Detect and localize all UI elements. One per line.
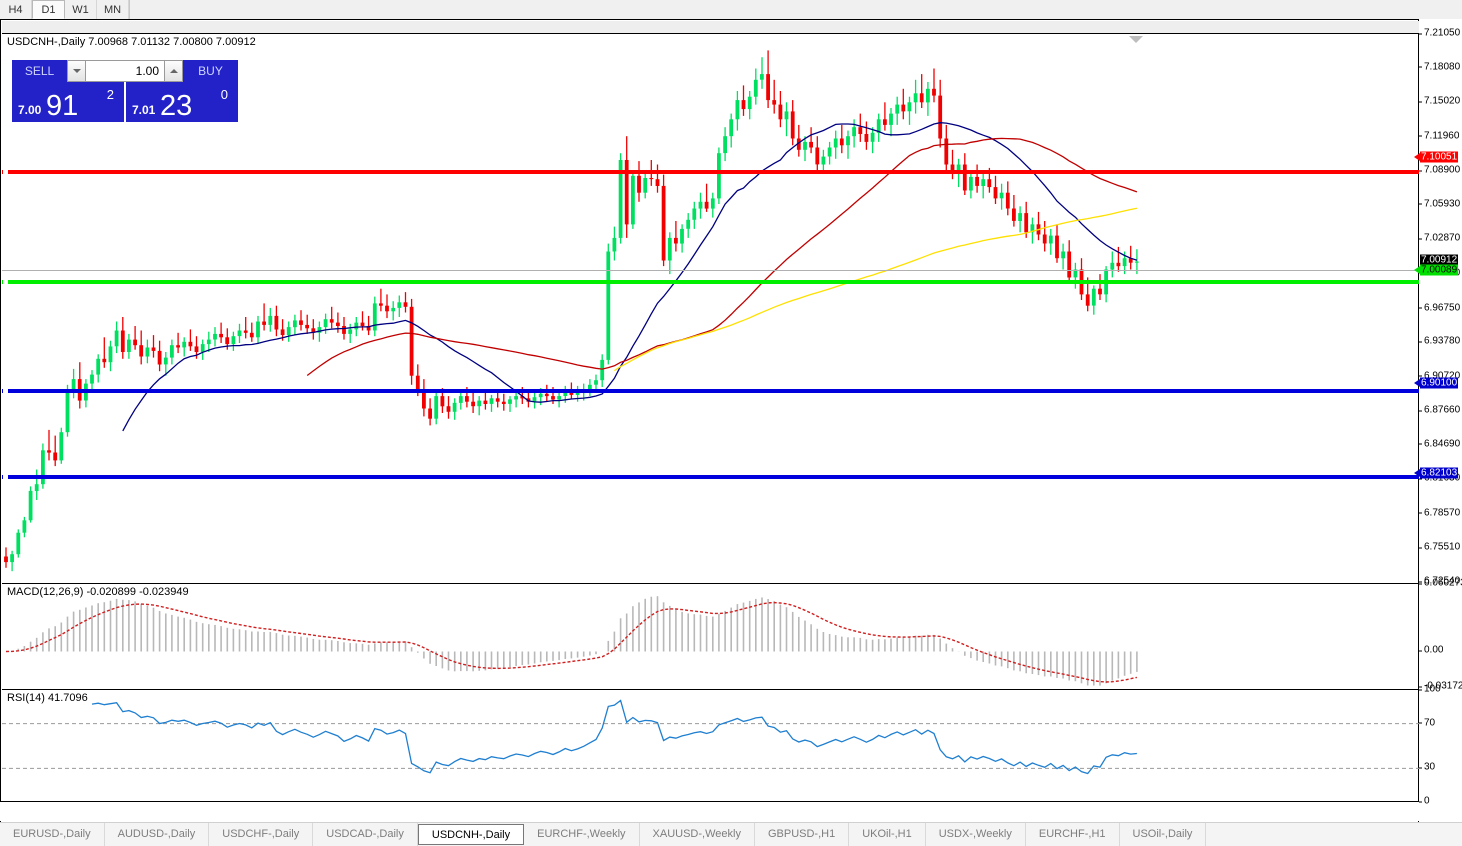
price-tick: 7.02870 xyxy=(1418,232,1461,244)
price-pane[interactable]: USDCNH-,Daily 7.00968 7.01132 7.00800 7.… xyxy=(2,34,1419,582)
price-tick: 7.18080 xyxy=(1418,61,1461,73)
bid-price-main: 91 xyxy=(46,90,79,122)
rsi-pane[interactable]: RSI(14) 41.7096 xyxy=(2,689,1419,802)
rsi-label: RSI(14) 41.7096 xyxy=(7,692,88,704)
bid-price-display[interactable]: 7.00 91 2 xyxy=(12,82,124,122)
price-level-arrow-icon xyxy=(1414,265,1420,274)
symbol-tab-eurusd--daily[interactable]: EURUSD-,Daily xyxy=(0,823,105,846)
price-level-label-7-00089[interactable]: 7.00089 xyxy=(1420,264,1459,276)
ask-price-main: 23 xyxy=(160,90,193,122)
macd-plot xyxy=(5,596,1138,686)
price-tick: 6.87660 xyxy=(1418,404,1461,416)
timeframe-tab-mn[interactable]: MN xyxy=(97,0,129,19)
symbol-tab-xauusd--weekly[interactable]: XAUUSD-,Weekly xyxy=(640,823,755,846)
symbol-tab-usdcad--daily[interactable]: USDCAD-,Daily xyxy=(313,823,418,846)
price-level-arrow-icon xyxy=(1414,153,1420,162)
volume-increase-button[interactable] xyxy=(164,60,183,82)
timeframe-toolbar: H4 D1 W1 MN xyxy=(0,0,1462,20)
symbol-tab-usdcnh--daily[interactable]: USDCNH-,Daily xyxy=(417,824,525,845)
price-tick: 6.84690 xyxy=(1418,438,1461,450)
chart-scroll-strip[interactable] xyxy=(2,21,1419,34)
chevron-up-icon xyxy=(169,69,178,73)
symbol-tab-ukoil--h1[interactable]: UKOil-,H1 xyxy=(849,823,926,846)
price-tick: 7.15020 xyxy=(1418,95,1461,107)
rsi-tick: 30 xyxy=(1418,761,1436,773)
chart-title: USDCNH-,Daily 7.00968 7.01132 7.00800 7.… xyxy=(7,36,256,48)
price-tick: 7.11960 xyxy=(1418,130,1460,142)
current-price-line xyxy=(2,270,1419,271)
price-tick: 6.72540 xyxy=(1418,575,1461,587)
price-level-arrow-icon xyxy=(1414,378,1420,387)
level-line-6-90100 xyxy=(2,388,1419,393)
sell-button[interactable]: SELL xyxy=(12,60,67,82)
symbol-tab-usdchf--daily[interactable]: USDCHF-,Daily xyxy=(209,823,314,846)
price-level-label-7-00912[interactable]: 7.00912 xyxy=(1420,254,1459,266)
price-tick: 6.78570 xyxy=(1418,507,1461,519)
macd-label: MACD(12,26,9) -0.020899 -0.023949 xyxy=(7,586,189,598)
rsi-tick: 0 xyxy=(1419,795,1430,807)
bid-price-fraction: 2 xyxy=(106,87,114,102)
buy-button[interactable]: BUY xyxy=(183,60,238,82)
price-tick: 6.93780 xyxy=(1418,335,1461,347)
price-tick: 6.75510 xyxy=(1418,541,1461,553)
timeframe-tab-w1[interactable]: W1 xyxy=(65,0,97,19)
chart-position-caret-icon xyxy=(1129,36,1143,43)
level-line-6-82103 xyxy=(2,474,1419,479)
support-line-7-00089 xyxy=(2,279,1419,284)
timeframe-tab-d1[interactable]: D1 xyxy=(32,0,65,19)
rsi-tick: 70 xyxy=(1418,717,1436,729)
macd-tick: 0.060273 xyxy=(1419,578,1462,589)
symbol-tab-usoil--daily[interactable]: USOil-,Daily xyxy=(1120,823,1207,846)
price-level-label-6-82103[interactable]: 6.82103 xyxy=(1420,467,1459,479)
volume-input[interactable]: 1.00 xyxy=(86,60,164,82)
volume-decrease-button[interactable] xyxy=(67,60,86,82)
price-tick: 7.21050 xyxy=(1418,27,1461,39)
one-click-trading-panel[interactable]: SELL 1.00 BUY 7.00 91 2 7.01 23 0 xyxy=(12,60,238,122)
volume-stepper[interactable]: 1.00 xyxy=(67,60,183,82)
macd-tick: 0.00 xyxy=(1418,644,1444,656)
timeframe-tab-h4[interactable]: H4 xyxy=(0,0,32,19)
ask-price-fraction: 0 xyxy=(220,87,228,102)
price-axis[interactable]: 7.21050 7.18080 7.15020 7.11960 7.08900 7.059… xyxy=(1414,19,1462,807)
symbol-tab-usdx--weekly[interactable]: USDX-,Weekly xyxy=(926,823,1026,846)
symbol-tab-eurchf--weekly[interactable]: EURCHF-,Weekly xyxy=(524,823,640,846)
bid-price-prefix: 7.00 xyxy=(18,103,42,117)
price-tick: 6.96750 xyxy=(1418,302,1461,313)
rsi-plot xyxy=(2,699,1419,775)
ask-price-prefix: 7.01 xyxy=(132,103,156,117)
price-tick: 7.05930 xyxy=(1418,198,1461,210)
macd-tick: -0.031725 xyxy=(1418,681,1462,692)
ask-price-display[interactable]: 7.01 23 0 xyxy=(126,82,238,122)
resistance-line-7-10051 xyxy=(2,169,1419,174)
symbol-tab-eurchf--h1[interactable]: EURCHF-,H1 xyxy=(1026,823,1120,846)
price-level-arrow-icon xyxy=(1414,468,1420,477)
chart-frame: USDCNH-,Daily 7.00968 7.01132 7.00800 7.… xyxy=(0,19,1419,802)
rsi-tick: 100 xyxy=(1419,683,1441,695)
chart-window: USDCNH-,Daily 7.00968 7.01132 7.00800 7.… xyxy=(0,19,1462,841)
candlestick-plot xyxy=(4,50,1139,572)
symbol-tab-bar[interactable]: EURUSD-,Daily AUDUSD-,Daily USDCHF-,Daily U… xyxy=(0,822,1462,846)
chevron-down-icon xyxy=(72,69,81,73)
toolbar-divider xyxy=(129,0,130,19)
macd-pane[interactable]: MACD(12,26,9) -0.020899 -0.023949 xyxy=(2,583,1419,687)
price-level-label-6-90100[interactable]: 6.90100 xyxy=(1420,377,1459,389)
price-tick: 6.90720 xyxy=(1418,370,1461,382)
symbol-tab-gbpusd--h1[interactable]: GBPUSD-,H1 xyxy=(755,823,850,846)
price-tick: 7.08900 xyxy=(1418,164,1461,176)
price-level-label-7-10051[interactable]: 7.10051 xyxy=(1420,151,1459,163)
symbol-tab-audusd--daily[interactable]: AUDUSD-,Daily xyxy=(105,823,210,846)
